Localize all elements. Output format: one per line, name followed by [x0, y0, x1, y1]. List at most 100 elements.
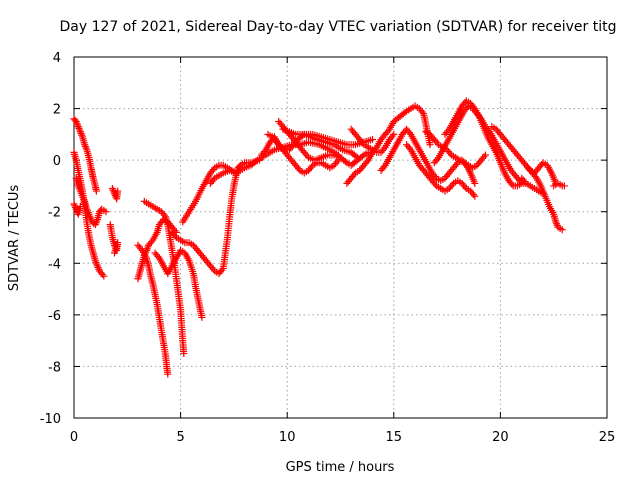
data-point — [380, 163, 388, 171]
data-point — [154, 252, 162, 260]
data-point — [76, 126, 84, 134]
data-point — [209, 265, 217, 273]
data-point — [359, 139, 367, 147]
data-point — [83, 205, 91, 213]
data-point — [431, 180, 439, 188]
x-tick-label: 5 — [176, 430, 184, 445]
data-point — [91, 221, 99, 229]
data-point — [469, 191, 477, 199]
data-point — [418, 108, 426, 116]
data-point — [368, 136, 376, 144]
data-point — [552, 218, 560, 226]
y-tick-label: 0 — [53, 154, 61, 169]
data-point — [143, 245, 151, 253]
data-point — [388, 132, 396, 140]
data-point — [160, 211, 168, 219]
x-axis-label: GPS time / hours — [286, 460, 395, 475]
data-point — [92, 258, 100, 266]
data-point — [539, 190, 547, 198]
data-point — [469, 103, 477, 111]
data-point — [514, 175, 522, 183]
series-sat-d — [70, 200, 84, 218]
data-point — [252, 157, 260, 165]
data-point — [180, 350, 188, 358]
data-point — [108, 185, 116, 193]
data-point — [74, 121, 82, 129]
data-point — [98, 270, 106, 278]
data-point — [531, 172, 539, 180]
data-point — [137, 245, 145, 253]
series-sat-za — [518, 174, 547, 198]
data-point — [426, 141, 434, 149]
data-point — [350, 171, 358, 179]
data-point — [295, 165, 303, 173]
data-point — [84, 209, 92, 217]
data-point — [307, 163, 315, 171]
x-tick-label: 10 — [279, 430, 296, 445]
data-point — [81, 142, 89, 150]
data-point — [91, 257, 99, 265]
data-point — [74, 123, 82, 131]
data-point — [521, 178, 529, 186]
x-tick-label: 0 — [70, 430, 78, 445]
data-point — [471, 179, 479, 187]
data-point — [209, 166, 217, 174]
y-tick-label: -2 — [48, 206, 61, 221]
data-point — [380, 145, 388, 153]
data-point — [77, 129, 85, 137]
series-sat-g — [134, 215, 180, 283]
data-point — [275, 142, 283, 150]
data-point — [405, 129, 413, 137]
data-point — [93, 217, 101, 225]
data-point — [431, 172, 439, 180]
data-point — [72, 117, 80, 125]
series-sat-q — [275, 117, 372, 169]
y-tick-label: -8 — [48, 360, 61, 375]
data-point — [384, 127, 392, 135]
series-sat-c — [72, 174, 110, 229]
data-point — [70, 200, 78, 208]
y-tick-label: -10 — [40, 412, 61, 427]
x-tick-label: 20 — [492, 430, 509, 445]
data-point — [558, 226, 566, 234]
y-axis-label: SDTVAR / TECUs — [7, 185, 22, 292]
series-sat-y — [488, 123, 560, 187]
data-point — [260, 148, 268, 156]
data-point — [433, 139, 441, 147]
chart-title: Day 127 of 2021, Sidereal Day-to-day VTE… — [60, 19, 617, 35]
data-point — [110, 188, 118, 196]
data-point — [100, 272, 108, 280]
series-sat-s — [347, 125, 398, 156]
data-point — [102, 208, 110, 216]
x-tick-label: 15 — [386, 430, 403, 445]
data-point — [218, 266, 226, 274]
series-sat-h — [134, 241, 172, 378]
data-point — [480, 153, 488, 161]
data-point — [114, 187, 122, 195]
data-point — [92, 219, 100, 227]
series-sat-j — [151, 246, 206, 321]
series-sat-u — [403, 141, 479, 200]
data-point — [109, 186, 117, 194]
y-tick-label: -4 — [48, 257, 61, 272]
series-sat-r — [343, 102, 434, 187]
data-point — [94, 264, 102, 272]
data-point — [164, 370, 172, 378]
data-point — [390, 130, 398, 138]
data-point — [71, 202, 79, 210]
data-point — [481, 151, 489, 159]
data-point — [508, 180, 516, 188]
y-axis: -10 -8 -6 -4 -2 0 2 4 — [40, 51, 607, 427]
data-point — [93, 260, 101, 268]
data-point — [82, 144, 90, 152]
series-sat-zb — [550, 179, 568, 190]
data-point — [78, 131, 86, 139]
series-sat-f — [106, 221, 122, 257]
y-tick-label: 2 — [53, 103, 61, 118]
data-point — [147, 238, 155, 246]
data-point — [71, 203, 79, 211]
x-axis: 0 5 10 15 20 25 — [70, 57, 615, 445]
series-sat-z — [524, 164, 566, 234]
